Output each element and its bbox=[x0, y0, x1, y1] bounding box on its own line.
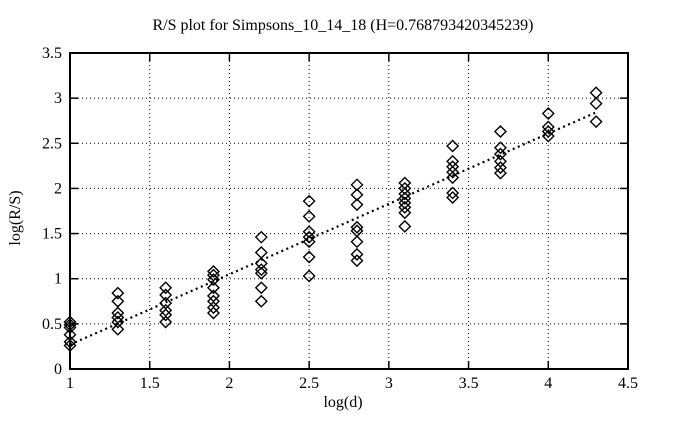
scatter-point bbox=[446, 190, 460, 204]
scatter-point bbox=[302, 250, 316, 264]
scatter-point bbox=[111, 294, 125, 308]
scatter-point bbox=[302, 225, 316, 239]
x-tick-label: 2.5 bbox=[299, 375, 319, 392]
scatter-point bbox=[446, 171, 460, 185]
trend-line bbox=[69, 110, 599, 346]
scatter-point bbox=[589, 115, 603, 129]
scatter-point bbox=[541, 120, 555, 134]
scatter-point bbox=[398, 191, 412, 205]
scatter-point bbox=[446, 186, 460, 200]
scatter-point bbox=[541, 107, 555, 120]
scatter-point bbox=[589, 97, 603, 111]
scatter-point bbox=[254, 256, 268, 270]
scatter-point bbox=[63, 318, 77, 332]
scatter-point bbox=[254, 230, 268, 244]
scatter-point bbox=[254, 294, 268, 308]
scatter-point bbox=[111, 286, 125, 300]
scatter-point bbox=[206, 273, 220, 287]
scatter-point bbox=[63, 315, 77, 329]
y-tick-label: 2 bbox=[54, 180, 62, 197]
chart-title: R/S plot for Simpsons_10_14_18 (H=0.7687… bbox=[152, 17, 534, 34]
scatter-point bbox=[254, 281, 268, 295]
scatter-point bbox=[206, 265, 220, 278]
scatter-point bbox=[350, 235, 364, 249]
x-tick-label: 3 bbox=[385, 375, 393, 392]
x-tick-label: 4 bbox=[544, 375, 552, 392]
scatter-point bbox=[493, 161, 507, 175]
scatter-point bbox=[350, 188, 364, 202]
scatter-point bbox=[302, 235, 316, 249]
scatter-point bbox=[589, 86, 603, 100]
scatter-point bbox=[159, 308, 173, 322]
scatter-point bbox=[159, 315, 173, 329]
scatter-point bbox=[493, 166, 507, 180]
scatter-point bbox=[446, 165, 460, 179]
y-tick-label: 0.5 bbox=[42, 316, 62, 333]
scatter-point bbox=[398, 181, 412, 195]
scatter-point bbox=[302, 269, 316, 283]
scatter-point bbox=[493, 147, 507, 161]
scatter-point bbox=[350, 198, 364, 212]
scatter-point bbox=[398, 206, 412, 220]
scatter-point bbox=[254, 263, 268, 277]
scatter-point bbox=[541, 129, 555, 143]
scatter-point bbox=[111, 322, 125, 336]
scatter-point bbox=[206, 268, 220, 282]
plot-border bbox=[69, 52, 629, 370]
y-tick-label: 2.5 bbox=[42, 135, 62, 152]
scatter-point bbox=[350, 247, 364, 261]
scatter-point bbox=[63, 339, 77, 353]
scatter-point bbox=[446, 139, 460, 153]
x-tick-label: 4.5 bbox=[618, 375, 638, 392]
scatter-point bbox=[398, 196, 412, 210]
scatter-point bbox=[254, 266, 268, 280]
scatter-point bbox=[398, 187, 412, 201]
scatter-point bbox=[493, 125, 507, 139]
scatter-point bbox=[302, 230, 316, 244]
scatter-point bbox=[63, 335, 77, 349]
y-tick-label: 3.5 bbox=[42, 45, 62, 62]
y-tick-label: 1.5 bbox=[42, 226, 62, 243]
scatter-point bbox=[159, 281, 173, 295]
scatter-point bbox=[398, 200, 412, 214]
scatter-point bbox=[350, 220, 364, 234]
x-axis-title: log(d) bbox=[323, 394, 363, 411]
y-tick-label: 0 bbox=[54, 361, 62, 378]
x-tick-label: 1 bbox=[66, 375, 74, 392]
scatter-point bbox=[63, 320, 77, 334]
scatter-point bbox=[350, 178, 364, 192]
scatter-point bbox=[302, 209, 316, 223]
scatter-point bbox=[350, 254, 364, 268]
scatter-point bbox=[111, 306, 125, 320]
scatter-point bbox=[541, 125, 555, 139]
scatter-point bbox=[254, 246, 268, 260]
scatter-point bbox=[206, 301, 220, 315]
scatter-point bbox=[302, 194, 316, 208]
y-tick-label: 3 bbox=[54, 90, 62, 107]
scatter-point bbox=[350, 224, 364, 238]
scatter-point bbox=[159, 288, 173, 302]
scatter-point bbox=[398, 219, 412, 233]
x-tick-label: 2 bbox=[225, 375, 233, 392]
y-tick-label: 1 bbox=[54, 271, 62, 288]
x-tick-label: 3.5 bbox=[459, 375, 479, 392]
scatter-point bbox=[111, 315, 125, 329]
scatter-point bbox=[206, 281, 220, 295]
scatter-point bbox=[206, 306, 220, 320]
scatter-point bbox=[493, 141, 507, 155]
x-tick-label: 1.5 bbox=[140, 375, 160, 392]
